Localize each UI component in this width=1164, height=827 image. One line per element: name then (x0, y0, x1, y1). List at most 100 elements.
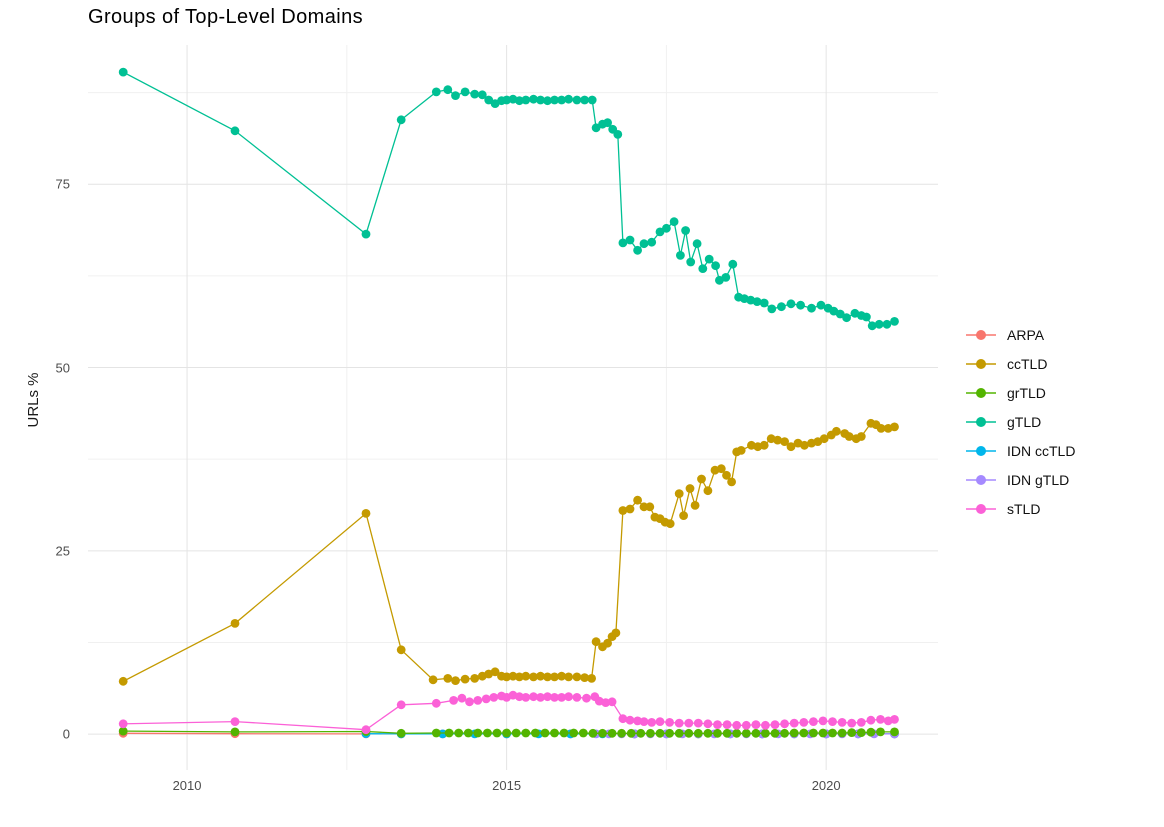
data-point-sTLD (618, 714, 628, 724)
data-point-sTLD (876, 715, 885, 724)
data-point-grTLD (818, 728, 828, 738)
data-point-sTLD (230, 717, 240, 726)
data-point-sTLD (828, 717, 837, 726)
data-point-sTLD (572, 693, 582, 702)
data-point-ccTLD (679, 511, 688, 520)
data-point-gTLD (704, 254, 714, 264)
x-tick-label: 2020 (811, 778, 841, 793)
data-point-gTLD (796, 300, 805, 310)
legend-label: ccTLD (1007, 355, 1048, 372)
data-point-sTLD (465, 697, 474, 707)
data-point-grTLD (473, 728, 483, 738)
data-point-gTLD (767, 304, 777, 314)
legend-item-IDN-gTLD: IDN gTLD (966, 465, 1075, 494)
data-point-ccTLD (443, 674, 453, 683)
data-point-grTLD (540, 728, 550, 738)
data-point-grTLD (799, 728, 809, 738)
data-point-gTLD (484, 95, 494, 105)
data-point-sTLD (818, 716, 828, 726)
data-point-sTLD (890, 715, 899, 724)
data-point-ccTLD (470, 674, 480, 683)
data-point-sTLD (647, 718, 657, 727)
data-point-ccTLD (736, 446, 746, 455)
data-point-ccTLD (727, 477, 736, 487)
data-point-gTLD (431, 87, 441, 97)
data-point-gTLD (521, 95, 531, 105)
data-point-grTLD (741, 728, 751, 738)
data-point-ccTLD (832, 426, 841, 436)
data-point-gTLD (613, 130, 623, 139)
legend-label: IDN ccTLD (1007, 442, 1076, 459)
data-point-ccTLD (529, 672, 538, 682)
legend-item-sTLD: sTLD (966, 494, 1075, 523)
data-point-ccTLD (690, 501, 700, 510)
data-point-gTLD (874, 319, 884, 329)
data-point-sTLD (780, 719, 789, 729)
data-point-grTLD (646, 728, 655, 738)
data-point-gTLD (698, 264, 708, 273)
data-point-gTLD (655, 227, 665, 237)
data-point-ccTLD (633, 495, 642, 505)
data-point-grTLD (454, 728, 464, 738)
data-point-grTLD (617, 728, 626, 738)
data-point-sTLD (481, 694, 491, 704)
data-point-ccTLD (361, 509, 371, 518)
data-point-ccTLD (697, 474, 706, 484)
data-point-sTLD (770, 720, 780, 729)
data-point-ccTLD (703, 486, 713, 496)
data-point-grTLD (511, 728, 521, 738)
data-point-ccTLD (580, 673, 589, 682)
data-point-gTLD (557, 95, 566, 105)
data-point-grTLD (521, 728, 531, 738)
data-point-ccTLD (451, 676, 460, 685)
y-tick-label: 0 (62, 726, 70, 742)
legend-key-dot (976, 358, 986, 369)
data-point-ccTLD (502, 672, 511, 682)
legend-key-dot (976, 329, 986, 340)
data-point-gTLD (676, 251, 685, 260)
data-point-ccTLD (587, 674, 596, 683)
data-point-grTLD (751, 728, 761, 738)
legend-key-icon (966, 329, 996, 341)
x-tick-label: 2015 (492, 778, 522, 793)
data-point-sTLD (543, 692, 552, 702)
legend-key-dot (976, 387, 986, 398)
data-point-ccTLD (685, 484, 695, 493)
data-point-sTLD (703, 719, 713, 729)
data-point-gTLD (470, 89, 480, 99)
data-point-grTLD (665, 728, 674, 738)
data-point-sTLD (655, 717, 665, 726)
data-point-sTLD (361, 725, 371, 735)
data-point-ccTLD (521, 671, 531, 681)
data-point-sTLD (529, 692, 538, 702)
data-point-grTLD (693, 728, 703, 738)
data-point-gTLD (835, 309, 845, 319)
data-point-grTLD (230, 727, 240, 737)
data-point-grTLD (732, 728, 742, 738)
data-point-ccTLD (543, 672, 552, 682)
legend-key-icon (966, 445, 996, 457)
data-point-grTLD (876, 727, 885, 737)
data-point-gTLD (543, 96, 552, 106)
data-point-grTLD (483, 728, 492, 738)
data-point-sTLD (713, 720, 722, 729)
data-point-gTLD (443, 85, 453, 95)
legend-key-icon (966, 416, 996, 428)
data-point-ccTLD (428, 675, 438, 685)
data-point-ccTLD (890, 422, 899, 432)
data-point-sTLD (741, 720, 751, 730)
data-point-gTLD (396, 115, 406, 125)
data-point-gTLD (591, 123, 601, 133)
legend-key-dot (976, 474, 986, 485)
data-point-grTLD (890, 727, 899, 737)
data-point-ccTLD (557, 671, 566, 681)
data-point-sTLD (118, 719, 128, 729)
data-point-sTLD (457, 693, 467, 703)
data-point-grTLD (866, 727, 876, 737)
data-point-gTLD (728, 259, 738, 269)
data-point-sTLD (515, 692, 524, 702)
legend-key-icon (966, 503, 996, 515)
data-point-gTLD (807, 303, 816, 313)
data-point-grTLD (588, 728, 598, 738)
data-point-sTLD (625, 715, 635, 725)
